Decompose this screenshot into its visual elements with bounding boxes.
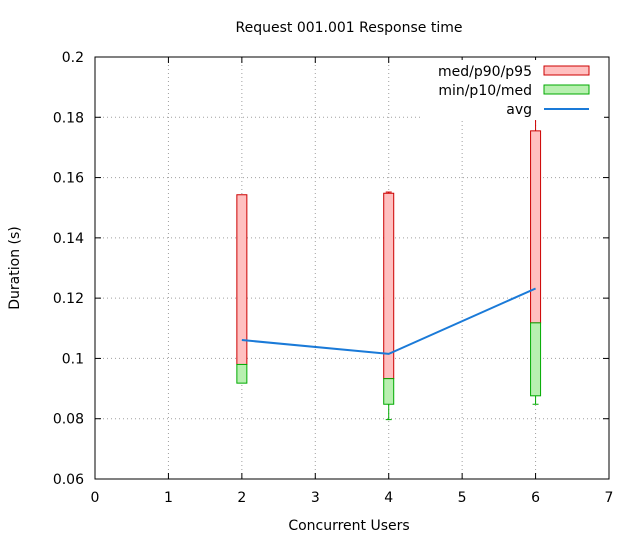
x-axis-label: Concurrent Users [288, 518, 409, 534]
y-tick-label: 0.08 [53, 412, 84, 428]
chart-marks [236, 98, 542, 421]
avg-line [241, 287, 536, 355]
legend-label: avg [506, 102, 532, 118]
x-tick-label: 1 [164, 490, 173, 506]
x-tick-label: 6 [531, 490, 540, 506]
x-tick-label: 0 [91, 490, 100, 506]
y-tick-label: 0.14 [53, 231, 84, 247]
y-axis-ticks: 0.06 0.08 0.1 0.12 0.14 0.16 0.18 0.2 [53, 50, 609, 488]
x-tick-label: 2 [237, 490, 246, 506]
p10-med-box [530, 322, 542, 397]
y-tick-label: 0.16 [53, 171, 84, 187]
x-tick-label: 5 [458, 490, 467, 506]
y-tick-label: 0.12 [53, 291, 84, 307]
med-p90-box [383, 192, 395, 380]
x-tick-label: 3 [311, 490, 320, 506]
gridlines [95, 57, 609, 479]
plot-background [95, 57, 609, 479]
y-tick-label: 0.2 [62, 50, 84, 66]
p10-med-box [383, 378, 395, 405]
y-tick-label: 0.06 [53, 472, 84, 488]
med-p90-box [530, 130, 542, 324]
x-tick-label: 4 [384, 490, 393, 506]
x-tick-label: 7 [605, 490, 614, 506]
x-axis-ticks: 0 1 2 3 4 5 6 7 [91, 57, 614, 506]
legend-label: min/p10/med [438, 83, 532, 99]
y-tick-label: 0.18 [53, 110, 84, 126]
chart-title: Request 001.001 Response time [236, 20, 463, 36]
legend-swatch [543, 84, 590, 95]
plot-frame [94, 56, 610, 480]
legend-swatch [543, 65, 590, 76]
legend: med/p90/p95 min/p10/med avg [420, 60, 604, 120]
med-p90-box [236, 194, 248, 365]
y-axis-label: Duration (s) [7, 226, 23, 309]
y-tick-label: 0.1 [62, 351, 84, 367]
legend-label: med/p90/p95 [438, 64, 532, 80]
p10-med-box [236, 363, 248, 384]
